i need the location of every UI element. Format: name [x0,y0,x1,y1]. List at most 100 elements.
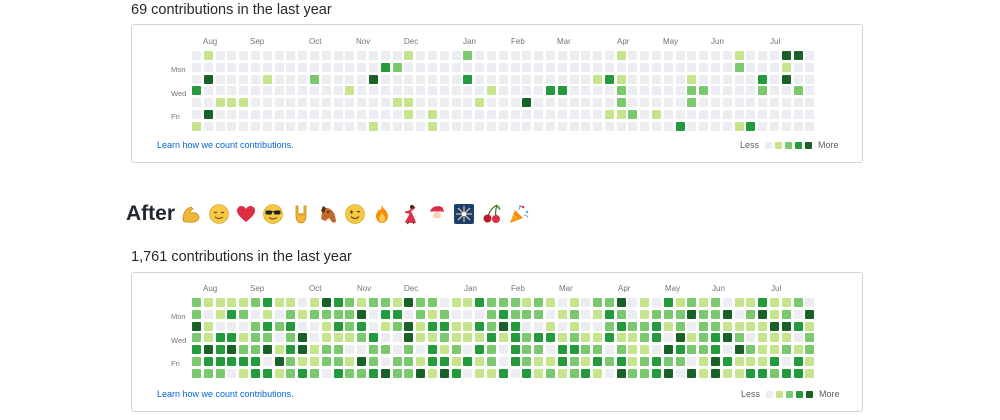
contribution-cell [663,86,673,96]
contribution-cell [486,109,496,119]
contribution-cell [321,98,331,108]
contribution-cell [663,109,673,119]
contribution-cell [604,109,614,119]
contribution-cell [711,356,721,366]
contribution-cell [557,321,567,331]
contribution-cell [545,109,555,119]
contribution-cell [805,309,815,319]
contribution-cell [628,51,638,60]
sign-of-the-horns-icon [290,203,312,225]
contribution-cell [486,309,496,319]
contribution-cell [569,321,579,331]
contribution-cell [309,62,319,72]
contribution-cell [652,368,662,378]
contribution-cell [215,333,225,343]
contribution-cell [652,98,662,108]
contribution-cell [203,109,213,119]
contribution-cell [498,321,508,331]
contribution-cell [250,51,260,60]
contribution-cell [687,345,697,355]
contribution-cell [274,333,284,343]
day-label-mon: Mon [171,65,186,74]
contribution-cell [380,74,390,84]
contribution-cell [687,62,697,72]
contribution-cell [652,321,662,331]
contribution-cell [309,298,319,307]
before-contribution-grid [192,51,815,131]
contribution-cell [722,309,732,319]
contribution-cell [711,368,721,378]
contribution-cell [593,74,603,84]
contribution-cell [722,86,732,96]
contribution-cell [545,98,555,108]
contribution-cell [427,74,437,84]
contribution-cell [451,121,461,131]
contribution-cell [581,74,591,84]
contribution-cell [510,74,520,84]
contribution-cell [640,109,650,119]
contribution-cell [640,74,650,84]
contribution-cell [758,86,768,96]
contribution-cell [321,51,331,60]
contribution-cell [675,74,685,84]
contribution-cell [416,62,426,72]
contribution-cell [274,345,284,355]
contribution-cell [746,98,756,108]
contribution-cell [640,86,650,96]
contribution-cell [439,86,449,96]
contribution-cell [545,74,555,84]
contribution-cell [498,121,508,131]
contribution-cell [793,333,803,343]
contribution-cell [699,356,709,366]
contribution-cell [781,356,791,366]
contribution-cell [333,51,343,60]
day-label-fri: Fri [171,359,180,368]
contribution-cell [722,98,732,108]
contribution-cell [357,345,367,355]
contribution-cell [793,86,803,96]
contribution-cell [427,333,437,343]
contribution-cell [380,356,390,366]
contribution-cell [534,298,544,307]
contribution-cell [250,121,260,131]
contribution-cell [545,345,555,355]
after-contributions-title: 1,761 contributions in the last year [131,249,352,265]
contribution-cell [274,51,284,60]
contribution-cell [805,356,815,366]
contribution-cell [640,356,650,366]
contribution-cell [250,368,260,378]
contribution-cell [357,333,367,343]
contribution-cell [309,51,319,60]
sparkler-icon [453,203,475,225]
contribution-cell [510,321,520,331]
contribution-cell [593,98,603,108]
contribution-cell [392,321,402,331]
contribution-cell [274,98,284,108]
contribution-cell [534,368,544,378]
contribution-cell [262,298,272,307]
after-learn-link[interactable]: Learn how we count contributions. [157,389,294,399]
contribution-cell [687,51,697,60]
month-label: Sep [250,284,265,293]
contribution-cell [746,86,756,96]
contribution-cell [298,109,308,119]
contribution-cell [616,321,626,331]
contribution-cell [239,86,249,96]
month-label: Apr [617,37,630,46]
before-learn-link[interactable]: Learn how we count contributions. [157,140,294,150]
contribution-cell [321,333,331,343]
contribution-cell [321,62,331,72]
contribution-cell [250,298,260,307]
contribution-cell [793,51,803,60]
contribution-cell [463,109,473,119]
contribution-cell [227,298,237,307]
contribution-cell [675,121,685,131]
contribution-cell [628,309,638,319]
contribution-cell [368,309,378,319]
contribution-cell [203,51,213,60]
contribution-cell [404,333,414,343]
contribution-cell [675,309,685,319]
contribution-cell [722,321,732,331]
contribution-cell [652,333,662,343]
contribution-cell [746,298,756,307]
